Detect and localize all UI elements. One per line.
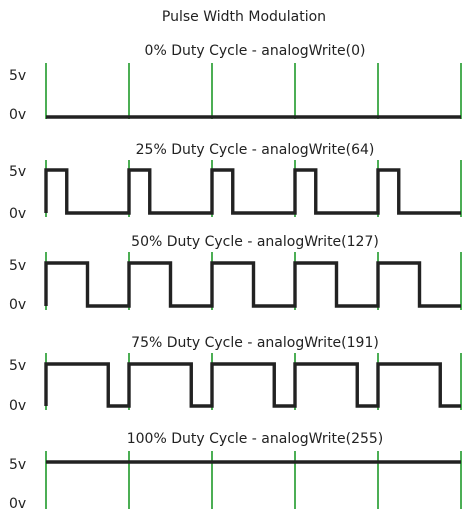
low-level-label: 0v bbox=[9, 206, 27, 222]
pwm-panel-50: 50% Duty Cycle - analogWrite(127) 5v 0v bbox=[0, 234, 473, 334]
pwm-signal-trace bbox=[44, 168, 461, 215]
high-level-label: 5v bbox=[9, 164, 27, 180]
high-level-label: 5v bbox=[9, 358, 27, 374]
panel-title: 0% Duty Cycle - analogWrite(0) bbox=[144, 43, 366, 59]
pwm-waveform bbox=[44, 353, 462, 410]
high-level-label: 5v bbox=[9, 457, 27, 473]
pwm-waveform bbox=[44, 160, 462, 217]
pwm-panel-100: 100% Duty Cycle - analogWrite(255) 5v 0v bbox=[0, 431, 473, 531]
pwm-waveform bbox=[45, 63, 462, 119]
panel-title: 100% Duty Cycle - analogWrite(255) bbox=[126, 431, 384, 447]
high-level-label: 5v bbox=[9, 68, 27, 84]
panel-title: 75% Duty Cycle - analogWrite(191) bbox=[131, 335, 379, 351]
pwm-panel-25: 25% Duty Cycle - analogWrite(64) 5v 0v bbox=[0, 142, 473, 242]
pwm-waveform bbox=[44, 252, 462, 310]
low-level-label: 0v bbox=[9, 398, 27, 414]
pwm-signal-trace bbox=[44, 261, 461, 308]
low-level-label: 0v bbox=[9, 496, 27, 512]
pwm-waveform bbox=[45, 451, 462, 509]
low-level-label: 0v bbox=[9, 297, 27, 313]
pwm-panel-75: 75% Duty Cycle - analogWrite(191) 5v 0v bbox=[0, 335, 473, 435]
high-level-label: 5v bbox=[9, 258, 27, 274]
pwm-signal-trace bbox=[44, 362, 461, 408]
pwm-panel-0: 0% Duty Cycle - analogWrite(0) 5v 0v bbox=[0, 43, 473, 143]
panel-title: 25% Duty Cycle - analogWrite(64) bbox=[135, 142, 375, 158]
low-level-label: 0v bbox=[9, 107, 27, 123]
diagram-title: Pulse Width Modulation bbox=[161, 9, 327, 25]
panel-title: 50% Duty Cycle - analogWrite(127) bbox=[131, 234, 379, 250]
